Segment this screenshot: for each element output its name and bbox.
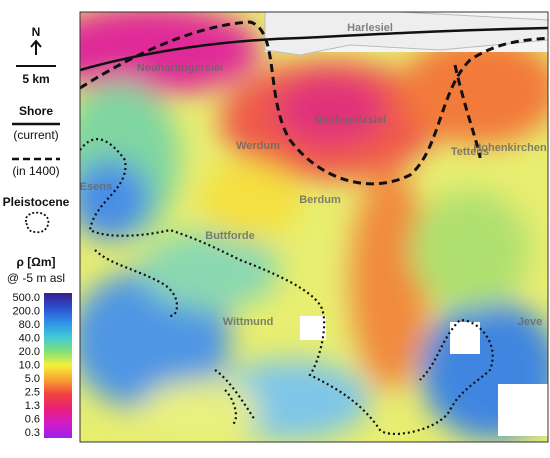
colorbar-label: 10.0	[19, 359, 40, 371]
colorbar-label: 1.3	[25, 400, 40, 412]
colorbar-label: 2.5	[25, 386, 40, 398]
place-label: Wittmund	[223, 316, 274, 328]
depth-label: @ -5 m asl	[7, 271, 65, 285]
place-label: Berdum	[299, 194, 341, 206]
colorbar-label: 20.0	[19, 346, 40, 358]
place-label: Werdum	[236, 140, 280, 152]
pleistocene-label: Pleistocene	[3, 195, 70, 209]
colorbar-label: 500.0	[12, 292, 40, 304]
place-label: Tettens	[451, 146, 489, 158]
shore-historic-label: (in 1400)	[12, 164, 59, 178]
rho-label: ρ [Ωm]	[16, 255, 55, 269]
shore-current-label: (current)	[13, 128, 58, 142]
north-label: N	[32, 25, 41, 39]
colorbar-label: 200.0	[12, 305, 40, 317]
colorbar-label: 0.6	[25, 413, 40, 425]
pleistocene-symbol	[25, 211, 50, 234]
place-label: Esens	[80, 181, 112, 193]
resistivity-map	[80, 12, 548, 442]
colorbar-label: 80.0	[19, 319, 40, 331]
colorbar-label: 5.0	[25, 373, 40, 385]
north-arrow	[30, 39, 42, 55]
colorbar	[44, 293, 72, 438]
place-label: Hohenkirchen	[473, 142, 547, 154]
place-label: Buttforde	[205, 230, 255, 242]
place-label: Neuharlingersiel	[137, 62, 223, 74]
place-label: Harlesiel	[347, 22, 393, 34]
place-label: Jeve	[518, 316, 542, 328]
scale-label: 5 km	[22, 72, 49, 86]
map-frame	[79, 11, 549, 443]
place-label: Neufunnixsiel	[314, 114, 386, 126]
colorbar-label: 40.0	[19, 332, 40, 344]
shore-label: Shore	[19, 104, 53, 118]
colorbar-label: 0.3	[25, 427, 40, 439]
